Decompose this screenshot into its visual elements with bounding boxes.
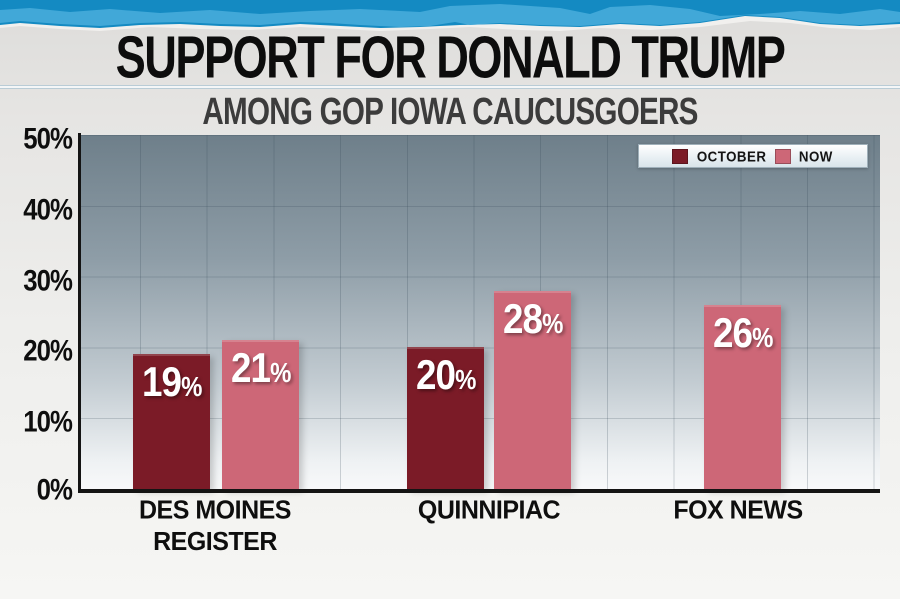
y-tick-20: 20% [23, 334, 73, 368]
bar-quinnipiac-now: 28% [494, 290, 571, 489]
y-axis-line [78, 133, 81, 489]
bar-fox-news-now: 26% [704, 304, 781, 489]
legend-swatch-october [672, 148, 689, 164]
y-tick-10: 10% [23, 405, 73, 438]
category-label-fox-news: FOX NEWS [673, 495, 803, 525]
bar-des-moines-october: 19% [133, 354, 210, 489]
torn-paper-banner [0, 0, 900, 31]
title-divider [0, 85, 900, 89]
bar-value-label: 26% [713, 309, 774, 357]
category-label-des-moines-register: DES MOINES REGISTER [139, 495, 291, 557]
y-tick-0: 0% [36, 473, 73, 506]
category-label-quinnipiac: QUINNIPIAC [417, 495, 561, 525]
plot-area: 19% 21% 20% 28% 26% [80, 135, 880, 489]
chart-legend: OCTOBER NOW [638, 144, 868, 168]
bar-quinnipiac-october: 20% [407, 347, 484, 489]
bar-value-label: 21% [231, 345, 292, 392]
legend-label-october: OCTOBER [696, 147, 767, 165]
bar-value-label: 20% [416, 352, 477, 399]
legend-label-now: NOW [799, 147, 834, 165]
legend-swatch-now [775, 148, 792, 164]
bar-value-label: 28% [503, 295, 564, 342]
y-tick-50: 50% [23, 122, 73, 155]
y-tick-40: 40% [23, 192, 73, 226]
page-subtitle: AMONG GOP IOWA CAUCUSGOERS [202, 91, 698, 133]
x-axis-line [78, 489, 880, 493]
bar-value-label: 19% [142, 359, 203, 406]
page-title: SUPPORT FOR DONALD TRUMP [115, 24, 786, 91]
bar-des-moines-now: 21% [222, 340, 299, 489]
y-tick-30: 30% [23, 263, 73, 297]
banner-light-blue-shape [0, 4, 900, 27]
